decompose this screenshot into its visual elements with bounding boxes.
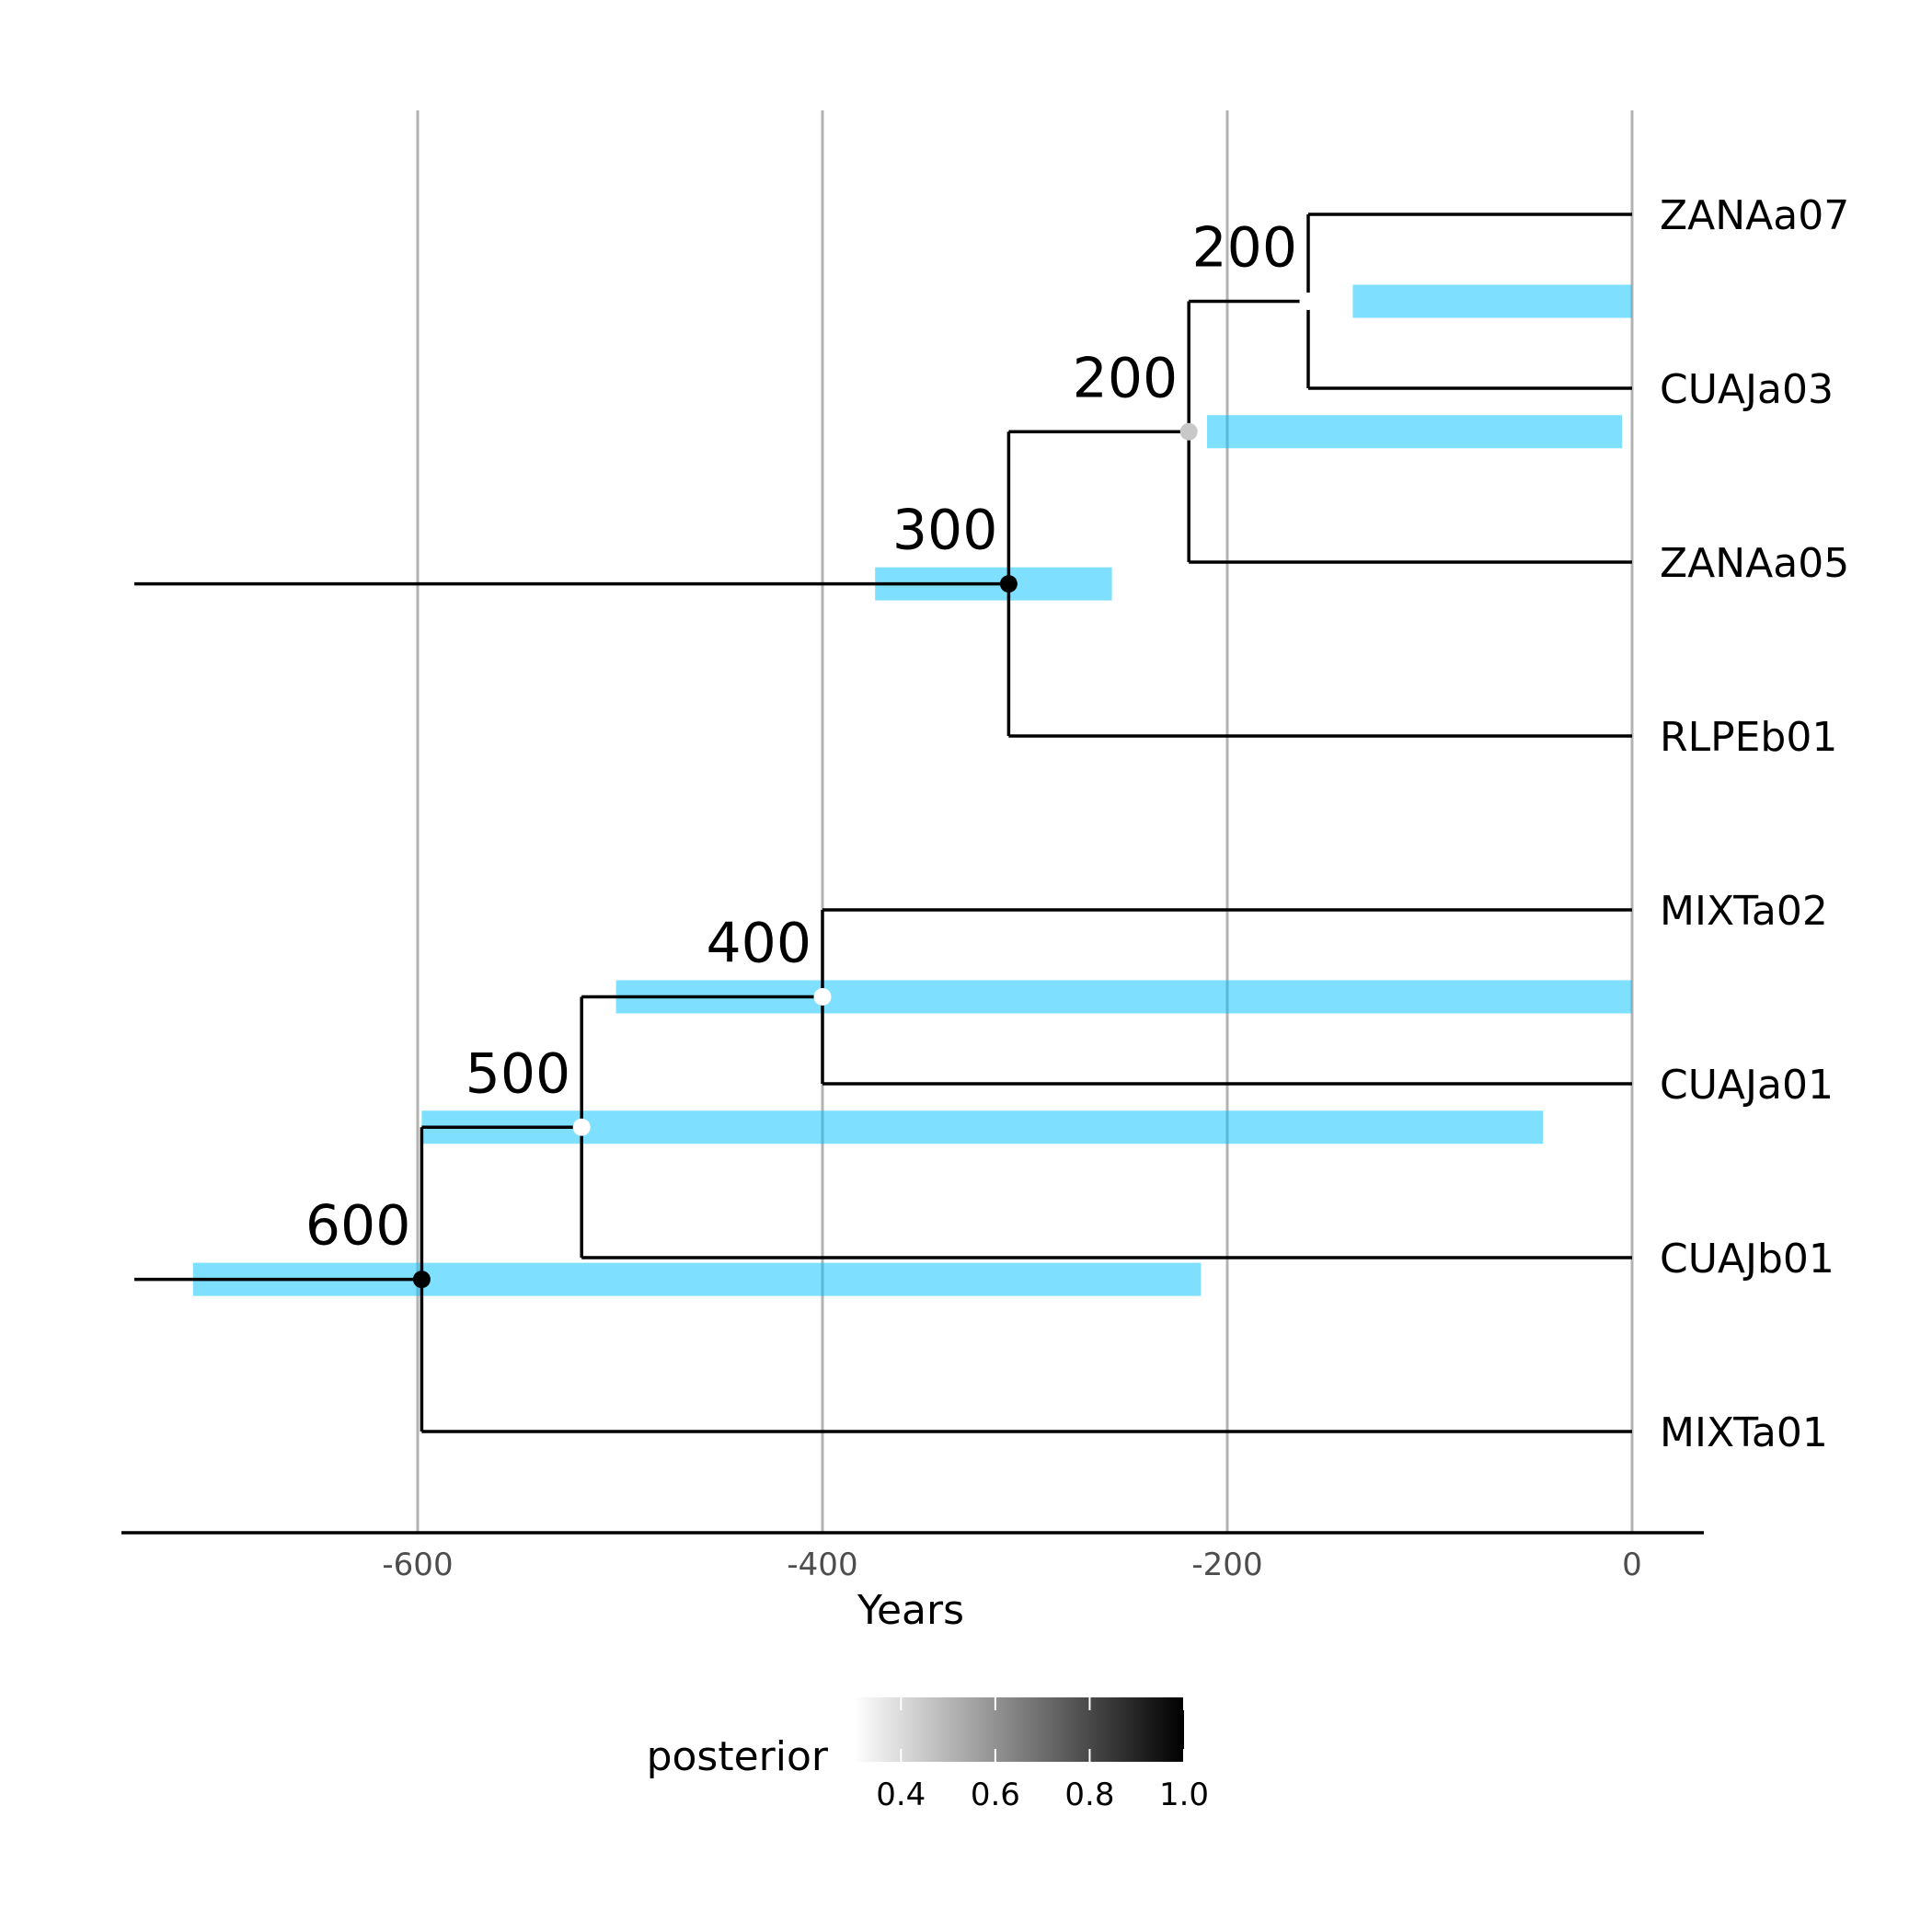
hpd-bars (192, 284, 1632, 1296)
node-point (412, 1271, 431, 1289)
tip-label: MIXTa01 (1660, 1409, 1828, 1456)
node-age-label: 200 (1191, 216, 1297, 281)
node-age-label: 600 (305, 1194, 411, 1259)
tip-label: RLPEb01 (1660, 714, 1837, 761)
legend-tick-label: 1.0 (1159, 1777, 1209, 1813)
node-age-label: 500 (466, 1041, 571, 1106)
node-point (999, 575, 1018, 593)
legend-tick-label: 0.8 (1064, 1777, 1114, 1813)
x-tick-label: -400 (787, 1547, 857, 1583)
node-point (572, 1118, 591, 1136)
node-points (412, 293, 1317, 1289)
x-tick-label: 0 (1622, 1547, 1642, 1583)
tip-label: CUAJa01 (1660, 1062, 1834, 1109)
labels: 200 200 300 400 500 600 ZANAa07 CUAJa03 ZANAa05 R… (305, 192, 1849, 1456)
hpd-bar (421, 1110, 1544, 1144)
node-age-label: 400 (706, 912, 811, 976)
tip-label: ZANAa05 (1660, 540, 1849, 587)
legend-tick-label: 0.4 (876, 1777, 926, 1813)
tip-label: ZANAa07 (1660, 192, 1849, 239)
posterior-legend: posterior 0.4 0.6 0.8 1.0 (647, 1697, 1209, 1813)
node-point (1299, 293, 1317, 310)
node-point (813, 988, 832, 1006)
x-tick-label: -600 (382, 1547, 453, 1583)
gridlines (416, 110, 1634, 1533)
tip-label: MIXTa02 (1660, 888, 1828, 935)
node-age-label: 300 (892, 499, 998, 563)
tip-label: CUAJa03 (1660, 366, 1834, 413)
tip-label: CUAJb01 (1660, 1236, 1834, 1282)
hpd-bar (1207, 415, 1622, 449)
hpd-bar (1352, 284, 1632, 318)
x-axis: Years -600 -400 -200 0 (121, 1531, 1704, 1634)
node-point (1179, 422, 1198, 441)
node-age-label: 200 (1073, 346, 1179, 410)
x-tick-label: -200 (1191, 1547, 1262, 1583)
legend-colorbar (854, 1697, 1184, 1762)
legend-title: posterior (647, 1733, 829, 1780)
x-axis-title: Years (857, 1587, 964, 1634)
legend-tick-label: 0.6 (971, 1777, 1020, 1813)
